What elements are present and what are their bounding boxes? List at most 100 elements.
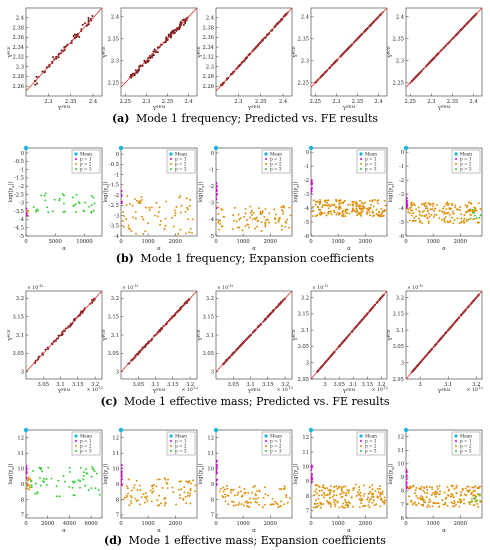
coefficient-p3 bbox=[98, 493, 101, 496]
y-tick-label: 2.95 bbox=[297, 377, 309, 383]
y-tick-label: 8 bbox=[401, 489, 404, 495]
coefficient-p2 bbox=[462, 219, 465, 222]
coefficient-p2 bbox=[177, 232, 180, 235]
coefficient-p2 bbox=[340, 201, 343, 204]
coefficient-p2 bbox=[263, 503, 266, 506]
coefficient-p3 bbox=[82, 474, 85, 477]
coefficient-p2 bbox=[361, 205, 364, 208]
y-tick-label: -4 bbox=[209, 217, 215, 223]
coefficient-p2 bbox=[449, 495, 452, 498]
coefficient-p1 bbox=[216, 468, 218, 471]
y-tick-label: 7 bbox=[211, 513, 214, 519]
coefficient-p2 bbox=[137, 202, 140, 205]
coefficient-p2 bbox=[438, 485, 441, 487]
legend-label: Mean bbox=[270, 152, 282, 157]
coefficient-p2 bbox=[28, 484, 31, 487]
caption-d: (d) Mode 1 effective mass; Expansion coe… bbox=[104, 534, 386, 547]
coefficient-p2 bbox=[280, 206, 283, 209]
coefficient-p2 bbox=[467, 485, 470, 488]
y-tick-label: 2.3 bbox=[111, 59, 119, 65]
x-tick-label: 5000 bbox=[49, 239, 62, 245]
coefficient-p2 bbox=[425, 496, 428, 498]
coefficient-p2 bbox=[419, 221, 421, 224]
coefficient-p3 bbox=[84, 484, 87, 487]
legend-label: p = 2 bbox=[175, 444, 187, 449]
coefficient-p2 bbox=[465, 211, 468, 214]
panel-2-0: 3.05 3.1 3.15 3.2 3 3.05 3.1 3.15 3.2 YFEM YPCE × 1… bbox=[7, 284, 103, 395]
coefficient-p1 bbox=[121, 478, 123, 481]
coefficient-p2 bbox=[360, 201, 363, 204]
coefficient-p2 bbox=[451, 505, 454, 508]
coefficient-p2 bbox=[240, 503, 243, 506]
coefficient-p3 bbox=[45, 483, 48, 486]
coefficient-p3 bbox=[62, 194, 65, 197]
coefficient-p3 bbox=[39, 468, 42, 471]
coefficient-p2 bbox=[477, 487, 480, 490]
coefficient-p2 bbox=[330, 213, 333, 216]
x-tick-label: 0 bbox=[214, 521, 217, 527]
y-tick-label: -4 bbox=[399, 206, 405, 212]
coefficient-p2 bbox=[189, 227, 192, 230]
coefficient-p2 bbox=[270, 503, 273, 506]
y-tick-label: -5 bbox=[19, 234, 24, 240]
x-axis-label: YFEM bbox=[437, 388, 451, 395]
y-tick-label: 3.15 bbox=[202, 314, 214, 320]
x-tick-label: 3.2 bbox=[377, 382, 385, 388]
coefficient-p3 bbox=[88, 205, 91, 208]
coefficient-p2 bbox=[472, 504, 475, 507]
coefficient-p2 bbox=[333, 211, 336, 214]
coefficient-p1 bbox=[406, 470, 408, 473]
legend-marker bbox=[170, 445, 172, 447]
coefficient-p2 bbox=[315, 201, 317, 203]
coefficient-p3 bbox=[44, 199, 47, 202]
coefficient-p2 bbox=[409, 206, 412, 209]
coefficient-p2 bbox=[230, 488, 233, 491]
coefficient-p2 bbox=[122, 226, 125, 228]
coefficient-p2 bbox=[427, 222, 430, 225]
coefficient-p2 bbox=[360, 502, 363, 505]
coefficient-p2 bbox=[380, 207, 383, 210]
coefficient-p2 bbox=[366, 498, 369, 501]
coefficient-p2 bbox=[273, 208, 276, 211]
coefficient-p2 bbox=[356, 211, 358, 214]
x-axis-label: α bbox=[252, 528, 256, 534]
x-tick-label: 0 bbox=[24, 521, 27, 527]
y-tick-label: 2.3 bbox=[301, 59, 309, 65]
coefficient-p2 bbox=[333, 501, 336, 504]
coefficient-p2 bbox=[146, 495, 148, 498]
caption-c-letter: (c) bbox=[100, 395, 117, 408]
coefficient-p2 bbox=[156, 499, 159, 502]
coefficient-p2 bbox=[446, 212, 449, 215]
coefficient-p3 bbox=[71, 486, 74, 489]
coefficient-p2 bbox=[358, 488, 361, 491]
coefficient-p2 bbox=[163, 504, 166, 507]
y-tick-label: -4 bbox=[19, 217, 25, 223]
coefficient-p2 bbox=[232, 214, 235, 217]
x-tick-label: 2000 bbox=[169, 521, 182, 527]
coefficient-p2 bbox=[474, 485, 477, 488]
y-axis-label: log(|yα|) bbox=[197, 181, 205, 202]
data-point bbox=[34, 83, 37, 86]
x-exponent-label: × 10-12 bbox=[182, 386, 198, 393]
x-tick-label: 1000 bbox=[237, 521, 250, 527]
coefficient-p2 bbox=[473, 217, 476, 220]
coefficient-p2 bbox=[190, 231, 193, 234]
coefficient-p2 bbox=[375, 212, 378, 215]
coefficient-p2 bbox=[460, 499, 463, 502]
x-axis-label: α bbox=[157, 246, 161, 252]
legend-label: Mean bbox=[175, 152, 187, 157]
coefficient-p2 bbox=[26, 487, 29, 490]
coefficient-p2 bbox=[276, 503, 279, 506]
coefficient-p2 bbox=[472, 494, 475, 497]
y-axis-label: YPCE bbox=[7, 46, 14, 59]
coefficient-p2 bbox=[410, 499, 413, 502]
coefficient-p1 bbox=[406, 205, 408, 208]
coefficient-p2 bbox=[285, 494, 288, 497]
coefficient-p2 bbox=[143, 501, 146, 504]
coefficient-p2 bbox=[408, 487, 411, 490]
x-tick-label: 3 bbox=[418, 382, 421, 388]
legend-label: p = 2 bbox=[80, 444, 92, 449]
coefficient-p2 bbox=[433, 493, 436, 496]
panel-1-0: 0 5000 10000 -5 -4.5 -4 -3.5 -3 -2.5 -2 -1.5 -1 -0.5… bbox=[7, 145, 103, 252]
